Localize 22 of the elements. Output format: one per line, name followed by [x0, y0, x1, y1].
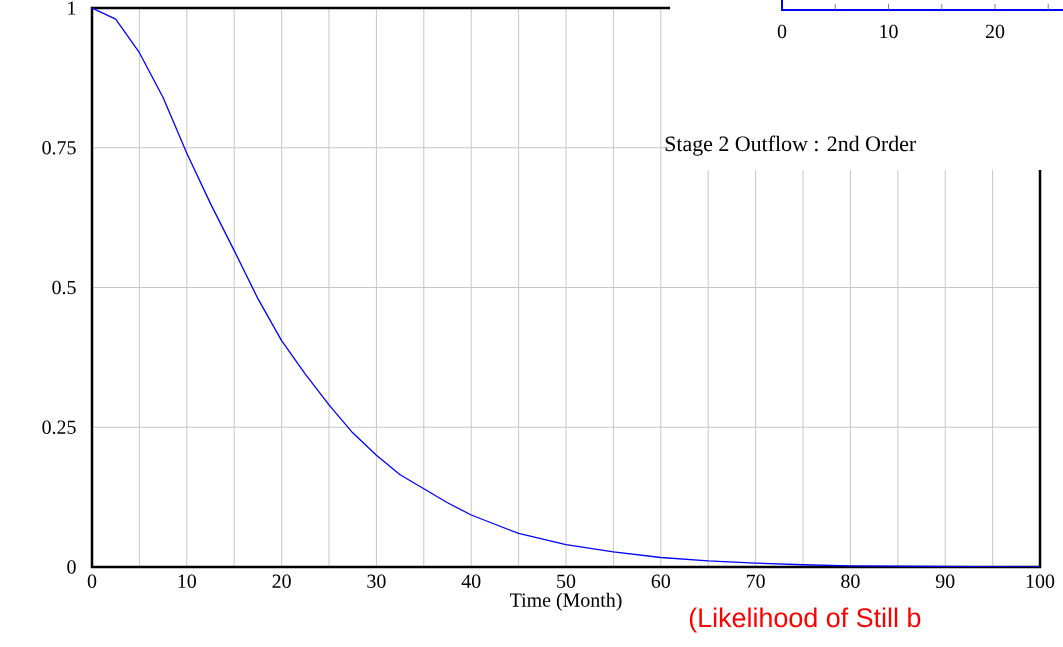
text: (Likelihood of Still b: [689, 607, 921, 633]
x-tick-label: 40: [461, 574, 481, 588]
y-tick-label: 0: [67, 560, 76, 574]
x-tick-label: 50: [557, 574, 576, 588]
y-tick-label: 0.75: [42, 140, 76, 155]
y-tick-label: 0.5: [52, 280, 76, 295]
x-tick-label: 100: [1026, 574, 1055, 588]
x-tick-label: 30: [367, 574, 386, 588]
x-axis-title: Time (Month): [510, 592, 622, 611]
x-tick-label: 10: [178, 574, 196, 588]
x-tick-label: 80: [841, 574, 860, 588]
x-tick-label: 70: [746, 574, 765, 588]
x-tick-label: 60: [651, 574, 671, 588]
annotation: 0: [777, 24, 787, 39]
y-tick-label: 1: [68, 1, 76, 15]
annotation: Stage 2 Outflow : 2nd Order: [665, 135, 917, 156]
x-tick-label: 0: [87, 574, 97, 588]
x-tick-label: 90: [935, 574, 955, 588]
y-tick-label: 0.25: [42, 420, 76, 435]
x-tick-label: 20: [272, 574, 291, 588]
annotation: 10: [880, 24, 898, 39]
annotation: 20: [985, 24, 1005, 39]
